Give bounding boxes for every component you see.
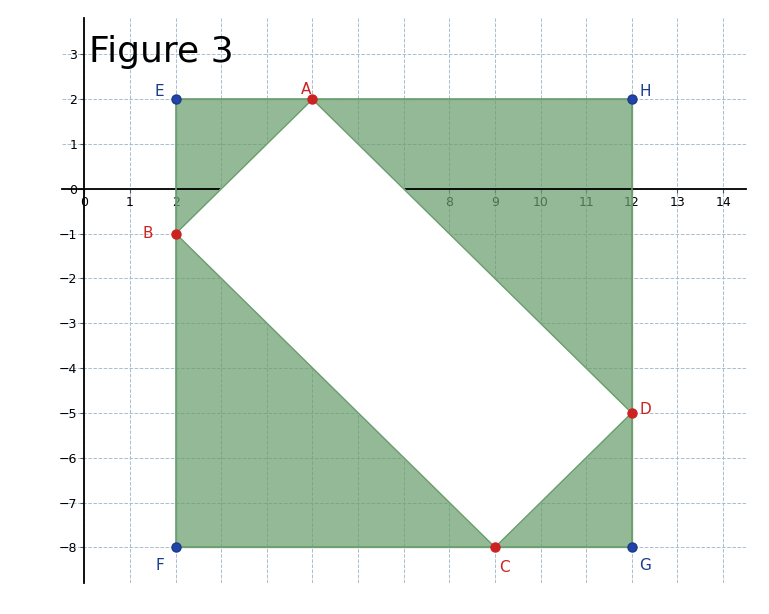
Text: F: F — [155, 558, 164, 573]
Polygon shape — [175, 99, 632, 548]
Text: E: E — [155, 84, 165, 99]
Text: H: H — [640, 84, 651, 99]
Polygon shape — [175, 99, 632, 548]
Text: D: D — [640, 402, 651, 417]
Text: A: A — [301, 82, 311, 97]
Text: B: B — [143, 226, 154, 241]
Text: Figure 3: Figure 3 — [89, 36, 234, 69]
Text: G: G — [640, 558, 651, 573]
Text: C: C — [499, 560, 509, 575]
